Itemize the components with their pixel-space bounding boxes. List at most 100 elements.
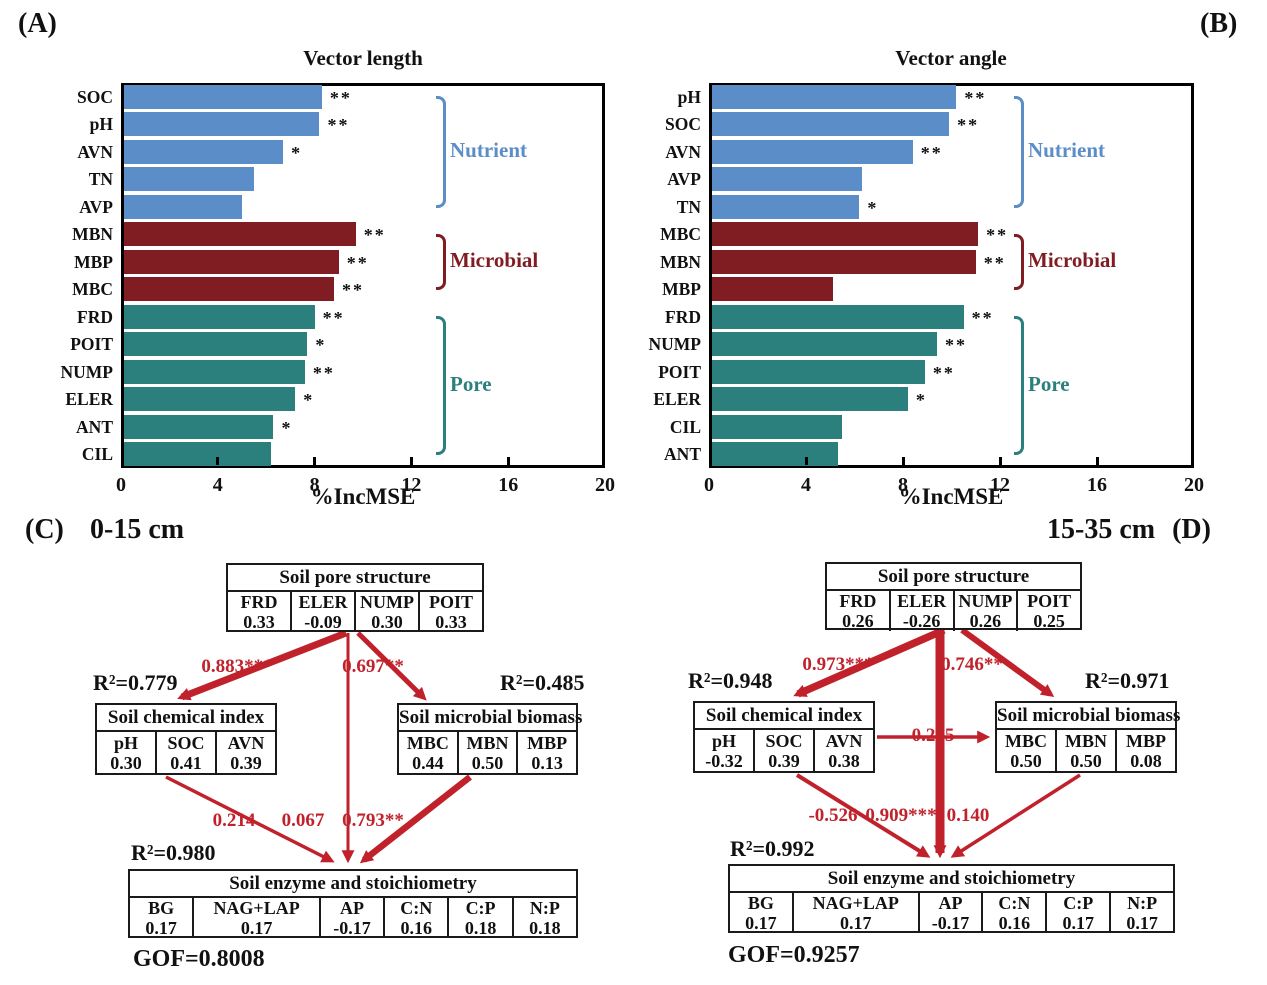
sem-cell-value: 0.30 — [110, 752, 142, 773]
sem-d-enzyme-box: Soil enzyme and stoichiometry BG 0.17 NAG+… — [728, 864, 1175, 933]
sem-cell-value: 0.41 — [170, 752, 202, 773]
sem-c-microbial-box: Soil microbial biomass MBC 0.44 MBN 0.50 MBP… — [397, 703, 582, 775]
sem-cell-variable: POIT — [1027, 591, 1072, 611]
bar-NUMP — [712, 332, 937, 357]
sem-d-pore-box: Soil pore structure FRD 0.26 ELER -0.26 NUMP… — [825, 562, 1082, 631]
sem-cell-C:N: C:N 0.16 — [981, 893, 1045, 933]
bar-AVP — [124, 194, 242, 219]
sem-cell-NUMP: NUMP 0.26 — [952, 591, 1017, 631]
sem-cell-C:P: C:P 0.18 — [447, 898, 511, 938]
sem-cell-SOC: SOC 0.39 — [753, 730, 813, 771]
tick-label-4: 4 — [801, 474, 811, 496]
bracket-label-microbial: Microbial — [1028, 247, 1117, 272]
bar-label-NUMP: NUMP — [648, 334, 701, 355]
sem-cell-value: 0.13 — [531, 752, 563, 773]
panel-c-depth-title: 0-15 cm — [90, 514, 185, 545]
sig-ELER: * — [915, 390, 927, 411]
sem-cell-variable: ELER — [897, 591, 947, 611]
bar-MBP — [124, 249, 339, 274]
sem-cell-FRD: FRD 0.33 — [228, 592, 290, 632]
sem-c-path-pore-chemical-coef: 0.883*** — [201, 656, 273, 677]
panel-d-label: (D) — [1172, 514, 1211, 545]
chart-b-xaxis-title: %IncMSE — [898, 484, 1004, 509]
sem-cell-MBC: MBC 0.44 — [399, 732, 457, 773]
sem-cell-variable: N:P — [529, 898, 560, 918]
bar-label-ANT: ANT — [664, 444, 701, 465]
axis-tick-4 — [804, 457, 808, 465]
sem-cell-value: -0.32 — [705, 750, 743, 771]
sem-cell-NAG+LAP: NAG+LAP 0.17 — [192, 898, 319, 938]
sem-cell-value: 0.17 — [240, 918, 273, 938]
sem-cell-value: -0.26 — [902, 611, 941, 631]
axis-tick-16 — [506, 457, 510, 465]
tick-label-0: 0 — [116, 474, 126, 496]
sem-cell-variable: MBN — [1065, 730, 1107, 751]
sig-POIT: * — [315, 335, 327, 356]
sem-d-enzyme-r2: R²=0.992 — [730, 836, 815, 861]
bar-label-ELER: ELER — [65, 389, 113, 410]
sem-cell-variable: FRD — [839, 591, 877, 611]
sem-cell-value: -0.09 — [304, 612, 342, 632]
sig-MBC: ** — [986, 225, 1009, 246]
sem-cell-value: 0.50 — [471, 752, 504, 773]
bar-label-MBC: MBC — [72, 279, 113, 300]
sem-cell-value: 0.08 — [1130, 750, 1162, 771]
bar-ANT — [712, 442, 838, 467]
bracket-label-microbial: Microbial — [450, 247, 539, 272]
bar-POIT — [712, 359, 925, 384]
sem-cell-value: 0.33 — [435, 612, 467, 632]
sem-cell-MBN: MBN 0.50 — [1055, 730, 1115, 771]
bar-label-CIL: CIL — [81, 444, 113, 465]
bar-POIT — [124, 332, 308, 357]
sem-cell-value: 0.18 — [464, 918, 497, 938]
bar-label-ELER: ELER — [653, 389, 701, 410]
tick-label-12: 12 — [401, 474, 422, 496]
sem-cell-variable: AVN — [227, 732, 265, 753]
bar-label-AVP: AVP — [79, 196, 113, 217]
tick-label-0: 0 — [704, 474, 714, 496]
chart-a-title: Vector length — [303, 46, 423, 70]
tick-label-8: 8 — [309, 474, 320, 496]
sem-cell-BG: BG 0.17 — [730, 893, 792, 933]
sem-cell-value: 0.50 — [1010, 750, 1042, 771]
bar-label-MBN: MBN — [660, 251, 701, 272]
sem-d-microbial-title: Soil microbial biomass — [997, 703, 1180, 730]
axis-tick-12 — [409, 457, 413, 465]
bar-label-pH: pH — [677, 86, 701, 107]
sem-cell-value: 0.30 — [371, 612, 403, 632]
sem-cell-value: 0.17 — [839, 913, 872, 933]
panel-a-label: (A) — [18, 8, 57, 39]
bar-SOC — [124, 84, 322, 109]
sem-cell-MBN: MBN 0.50 — [456, 732, 517, 773]
sig-MBC: ** — [341, 280, 364, 301]
sem-d-pore-title: Soil pore structure — [827, 564, 1080, 591]
sem-cell-NAG+LAP: NAG+LAP 0.17 — [791, 893, 918, 933]
bar-label-POIT: POIT — [70, 334, 113, 355]
tick-label-12: 12 — [990, 474, 1010, 496]
sem-cell-variable: ELER — [298, 592, 348, 612]
sem-cell-variable: MBP — [527, 732, 568, 753]
bar-label-pH: pH — [89, 114, 113, 135]
bar-label-MBP: MBP — [662, 279, 701, 300]
bar-AVN — [712, 139, 913, 164]
sem-d-path-pore-enzyme-coef: 0.909*** — [865, 805, 937, 826]
bar-pH — [124, 112, 320, 137]
sem-cell-variable: C:P — [465, 898, 496, 918]
axis-tick-4 — [216, 457, 220, 465]
sem-cell-POIT: POIT 0.33 — [418, 592, 482, 632]
bar-MBN — [124, 222, 356, 247]
bar-label-AVN: AVN — [665, 141, 701, 162]
panel-d-depth-text: 15-35 cm — [1047, 514, 1156, 545]
tick-label-20: 20 — [1184, 474, 1204, 496]
sem-d-path-pore-chemical-coef: 0.973*** — [802, 654, 874, 675]
sem-cell-value: 0.44 — [412, 752, 444, 773]
bar-MBC — [124, 277, 334, 302]
sem-c-pore-title: Soil pore structure — [228, 565, 482, 592]
sem-d-chemical-r2: R²=0.948 — [688, 668, 773, 693]
bar-TN — [712, 194, 860, 219]
sem-cell-value: 0.16 — [998, 913, 1031, 933]
sig-NUMP: ** — [312, 362, 335, 383]
sem-d-path-chemical-enzyme-coef: -0.526 — [808, 805, 858, 826]
sem-cell-variable: MBC — [1005, 730, 1047, 751]
sem-cell-value: 0.39 — [230, 752, 262, 773]
